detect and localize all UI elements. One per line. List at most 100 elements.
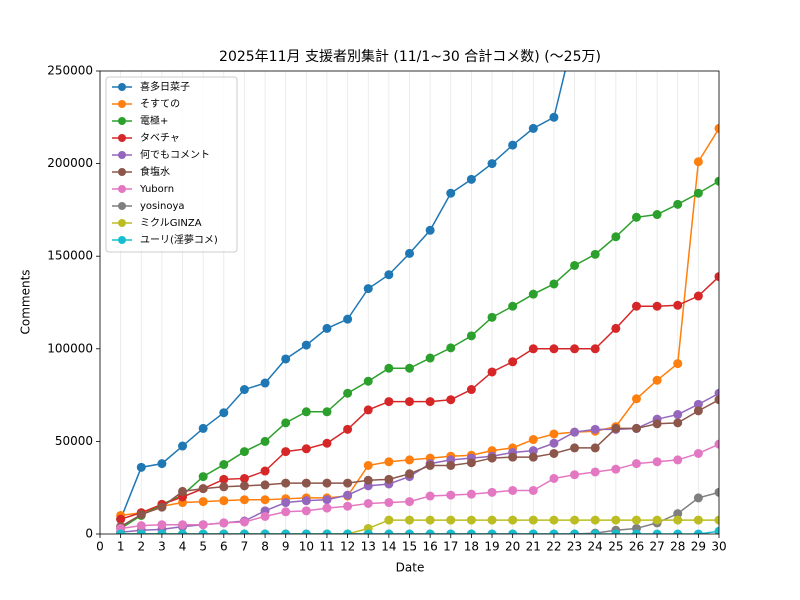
y-tick-label: 100000 — [47, 341, 93, 355]
data-point — [714, 487, 719, 497]
data-point — [446, 490, 456, 500]
data-point — [487, 312, 497, 322]
legend-label: 喜多日菜子 — [140, 80, 190, 93]
x-tick-label: 4 — [179, 540, 187, 554]
axes-frame — [99, 70, 720, 535]
legend-label: そすての — [140, 98, 180, 110]
data-point — [590, 529, 600, 534]
data-point — [239, 385, 249, 395]
legend-marker — [118, 134, 126, 142]
data-point — [281, 447, 291, 457]
x-tick-label: 5 — [199, 540, 207, 554]
plot-area — [116, 71, 719, 534]
data-point — [673, 418, 683, 428]
data-point — [487, 529, 497, 534]
data-point — [590, 515, 600, 525]
data-point — [652, 301, 662, 311]
x-tick-label: 6 — [220, 540, 228, 554]
data-point — [384, 397, 394, 407]
data-point — [363, 284, 373, 294]
data-point — [590, 424, 600, 434]
data-point — [528, 123, 538, 133]
legend-marker — [118, 236, 126, 244]
data-point — [281, 507, 291, 517]
data-point — [570, 515, 580, 525]
data-point — [611, 232, 621, 242]
legend-marker — [118, 83, 126, 91]
data-point — [693, 406, 703, 416]
data-point — [714, 123, 719, 133]
data-point — [157, 520, 167, 530]
data-point — [528, 529, 538, 534]
legend-label: タベチャ — [140, 132, 180, 144]
data-point — [198, 529, 208, 534]
data-point — [322, 495, 332, 505]
data-point — [570, 529, 580, 534]
x-tick-label: 13 — [361, 540, 376, 554]
data-point — [693, 399, 703, 409]
data-point — [528, 515, 538, 525]
data-point — [693, 515, 703, 525]
data-point — [693, 157, 703, 167]
legend-marker — [118, 151, 126, 159]
data-point — [508, 301, 518, 311]
data-point — [508, 485, 518, 495]
data-point — [528, 435, 538, 445]
data-point — [673, 529, 683, 534]
data-point — [466, 489, 476, 499]
data-point — [446, 460, 456, 470]
data-point — [178, 441, 188, 451]
x-axis-label: Date — [396, 561, 425, 575]
data-point — [260, 529, 270, 534]
data-point — [446, 188, 456, 198]
data-point — [714, 439, 719, 449]
data-point — [611, 529, 621, 534]
data-point — [549, 473, 559, 483]
data-point — [260, 495, 270, 505]
data-point — [219, 460, 229, 470]
data-point — [157, 502, 167, 512]
data-point — [322, 438, 332, 448]
data-point — [466, 385, 476, 395]
chart-title: 2025年11月 支援者別集計 (11/1~30 合計コメ数) (〜25万) — [219, 48, 601, 65]
data-point — [673, 455, 683, 465]
data-point — [363, 460, 373, 470]
data-point — [714, 526, 719, 534]
data-point — [652, 210, 662, 220]
data-point — [425, 460, 435, 470]
x-tick-label: 10 — [299, 540, 314, 554]
x-tick-label: 25 — [608, 540, 623, 554]
data-point — [590, 443, 600, 453]
data-point — [239, 447, 249, 457]
data-point — [301, 506, 311, 516]
legend-marker — [118, 100, 126, 108]
data-point — [219, 482, 229, 492]
data-point — [549, 515, 559, 525]
legend-label: ミクルGINZA — [140, 217, 202, 229]
data-point — [673, 515, 683, 525]
x-tick-label: 7 — [241, 540, 249, 554]
data-point — [405, 497, 414, 507]
data-point — [343, 424, 353, 434]
data-point — [343, 501, 353, 511]
legend-label: yosinoya — [140, 201, 185, 212]
data-point — [178, 486, 188, 496]
data-point — [322, 529, 332, 534]
y-tick-label: 250000 — [47, 64, 93, 78]
data-point — [487, 367, 497, 377]
data-point — [219, 529, 229, 534]
data-point — [239, 473, 249, 483]
x-tick-label: 18 — [464, 540, 479, 554]
data-point — [425, 353, 435, 363]
data-point — [425, 225, 435, 235]
data-point — [363, 498, 373, 508]
data-point — [487, 453, 497, 463]
data-point — [405, 515, 414, 525]
data-point — [693, 291, 703, 301]
data-point — [570, 470, 580, 480]
x-tick-label: 30 — [711, 540, 726, 554]
data-point — [301, 478, 311, 488]
data-point — [549, 438, 559, 448]
data-point — [652, 515, 662, 525]
